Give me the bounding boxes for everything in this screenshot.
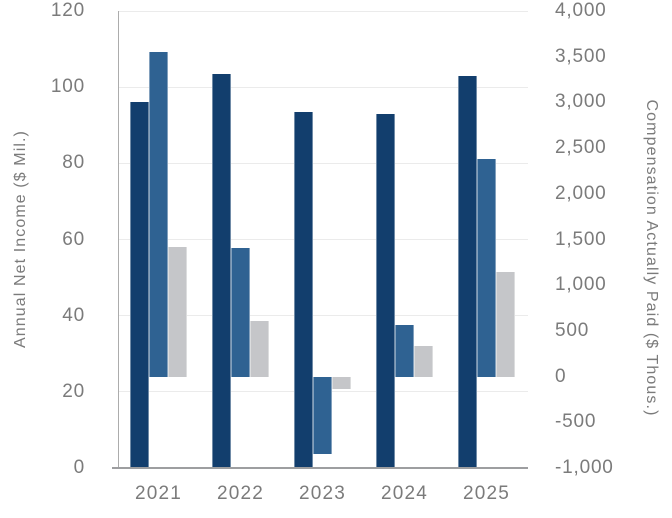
left-axis-title: Annual Net Income ($ Mil.) <box>12 130 29 349</box>
bar-annual-net-income-2024 <box>376 113 395 468</box>
left-axis-tick-label: 40 <box>62 304 85 326</box>
x-axis-label: 2021 <box>134 483 183 504</box>
bar-compensation-actually-paid-b-2024 <box>414 346 433 377</box>
gridline <box>117 162 528 164</box>
x-axis-label: 2024 <box>380 483 429 504</box>
right-axis-tick-label: 4,000 <box>555 0 607 21</box>
right-axis-tick-label: 3,000 <box>555 91 607 113</box>
right-axis-tick-label: 500 <box>555 319 590 341</box>
gridline <box>117 315 528 317</box>
bar-annual-net-income-2021 <box>130 102 149 468</box>
gridline <box>117 86 528 88</box>
left-axis-tick-label: 120 <box>50 0 85 21</box>
bar-compensation-actually-paid-a-2022 <box>231 247 250 377</box>
bar-compensation-actually-paid-a-2021 <box>149 52 168 377</box>
bar-compensation-actually-paid-b-2023 <box>332 376 351 390</box>
right-axis-tick-label: 3,500 <box>555 45 607 67</box>
x-axis-label: 2025 <box>462 483 511 504</box>
gridline <box>117 239 528 240</box>
left-axis-tick-label: 80 <box>62 152 85 174</box>
left-axis-tick-label: 60 <box>62 228 85 250</box>
gridline <box>117 10 528 12</box>
bar-compensation-actually-paid-a-2024 <box>395 325 414 377</box>
x-axis-line <box>112 467 528 469</box>
right-axis-tick-label: -1,000 <box>555 457 614 478</box>
right-axis-tick-label: 0 <box>555 365 567 387</box>
left-axis-tick-label: 20 <box>62 380 85 402</box>
bar-annual-net-income-2023 <box>294 111 313 468</box>
left-axis-tick-label: 0 <box>73 457 85 478</box>
x-axis-label: 2023 <box>298 483 347 504</box>
right-axis-tick-label: 2,500 <box>555 137 607 159</box>
bar-annual-net-income-2022 <box>212 73 231 468</box>
bar-compensation-actually-paid-b-2021 <box>168 246 187 377</box>
bar-compensation-actually-paid-a-2023 <box>313 376 332 455</box>
right-axis-tick-label: 1,500 <box>555 228 607 250</box>
left-axis-line <box>117 11 119 469</box>
right-axis-tick-label: 1,000 <box>555 274 607 296</box>
bar-compensation-actually-paid-b-2022 <box>250 320 269 377</box>
bar-compensation-actually-paid-a-2025 <box>477 159 496 377</box>
x-axis-label: 2022 <box>216 483 265 504</box>
bar-annual-net-income-2025 <box>458 75 477 468</box>
bar-compensation-actually-paid-b-2025 <box>496 272 515 377</box>
right-axis-tick-label: -500 <box>555 411 597 433</box>
right-axis-tick-label: 2,000 <box>555 182 607 204</box>
left-axis-tick-label: 100 <box>50 76 85 98</box>
